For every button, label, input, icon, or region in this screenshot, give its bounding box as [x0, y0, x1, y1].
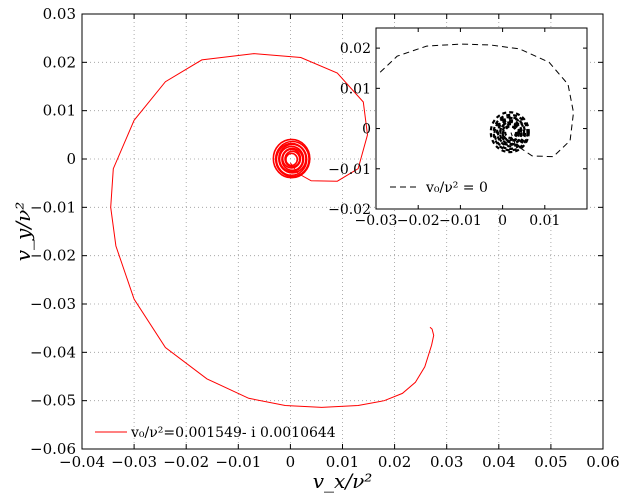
- main-legend-entry: v₀/ν²=0.001549- i 0.0010644: [130, 425, 336, 441]
- x-tick-label: 0.06: [586, 453, 619, 471]
- y-tick-label: 0.02: [340, 41, 371, 57]
- y-tick-label: −0.05: [30, 392, 76, 410]
- y-axis-label: v_y/ν²: [11, 202, 35, 262]
- x-tick-label: −0.01: [439, 213, 482, 229]
- y-tick-label: −0.03: [30, 295, 76, 313]
- series-trajectory: [379, 43, 575, 158]
- series-core-loop: [496, 119, 523, 147]
- x-tick-label: −0.01: [215, 453, 261, 471]
- main-tick-labels: −0.04 −0.03 −0.02 −0.01 0 0.01 0.02 0.03 0.04 0.0…: [30, 5, 620, 471]
- y-tick-label: −0.02: [30, 247, 76, 265]
- series-core-loop: [492, 113, 529, 152]
- inset-background: [376, 28, 587, 209]
- series-core-loop: [489, 111, 530, 154]
- y-tick-label: −0.02: [328, 202, 371, 218]
- y-tick-label: 0.01: [43, 102, 76, 120]
- x-tick-label: 0: [498, 213, 507, 229]
- inset-plot-frame: [375, 27, 588, 210]
- x-tick-label: 0.02: [378, 453, 411, 471]
- x-tick-label: 0.05: [534, 453, 567, 471]
- main-series: [110, 53, 435, 408]
- y-tick-label: −0.06: [30, 440, 76, 458]
- x-tick-label: −0.03: [111, 453, 157, 471]
- series-core-loop: [285, 152, 299, 167]
- y-tick-label: 0: [362, 122, 371, 138]
- y-tick-label: −0.04: [30, 343, 76, 361]
- series-core-loop: [501, 123, 520, 143]
- inset-series: [379, 43, 575, 158]
- inset-tick-labels: −0.03 −0.02 −0.01 0 0.010.020.010−0.01−0.02: [328, 41, 560, 229]
- x-tick-label: −0.02: [397, 213, 440, 229]
- y-tick-label: 0.03: [43, 5, 76, 23]
- inset-legend: v₀/ν² = 0: [390, 180, 488, 196]
- x-tick-label: −0.04: [59, 453, 105, 471]
- y-tick-label: 0: [66, 150, 76, 168]
- inset-ticks: [375, 28, 587, 210]
- y-tick-label: −0.01: [30, 198, 76, 216]
- y-tick-label: 0.02: [43, 53, 76, 71]
- series-core-loop: [504, 125, 518, 140]
- x-tick-label: 0.03: [430, 453, 463, 471]
- inset-chart: −0.03 −0.02 −0.01 0 0.010.020.010−0.01−0.02 …: [328, 27, 588, 229]
- y-tick-label: −0.01: [328, 162, 371, 178]
- x-tick-label: −0.03: [355, 213, 398, 229]
- x-tick-label: −0.02: [163, 453, 209, 471]
- main-legend: v₀/ν²=0.001549- i 0.0010644: [95, 425, 336, 441]
- x-tick-label: 0.04: [482, 453, 515, 471]
- main-ticks: [81, 13, 604, 450]
- main-chart: −0.04 −0.03 −0.02 −0.01 0 0.01 0.02 0.03 0.04 0.0…: [11, 5, 620, 493]
- x-tick-label: 0.01: [326, 453, 359, 471]
- y-tick-label: 0.01: [340, 81, 371, 97]
- x-tick-label: 0: [286, 453, 296, 471]
- x-axis-label: v_x/ν²: [313, 469, 373, 493]
- series-trajectory: [110, 53, 435, 408]
- inset-legend-entry: v₀/ν² = 0: [425, 180, 488, 196]
- x-tick-label: 0.01: [529, 213, 560, 229]
